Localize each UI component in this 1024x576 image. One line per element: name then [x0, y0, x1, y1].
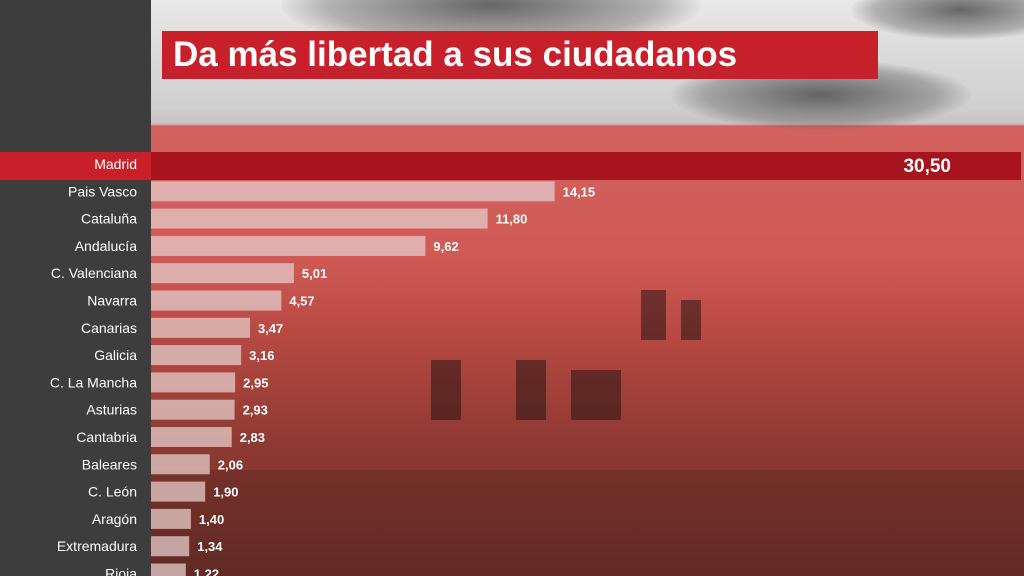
- value-label: 2,83: [240, 430, 265, 445]
- bar: [151, 563, 186, 576]
- value-label: 5,01: [302, 266, 327, 281]
- value-label: 11,80: [496, 212, 528, 227]
- category-label: C. Valenciana: [51, 265, 137, 281]
- category-label: Aragón: [92, 511, 137, 527]
- sidebar-panel: [0, 0, 151, 576]
- category-label: Pais Vasco: [68, 183, 137, 199]
- category-label: Extremadura: [57, 538, 137, 554]
- city-background-photo: [151, 0, 1024, 576]
- category-label: Galicia: [94, 347, 137, 363]
- bar: [151, 345, 242, 366]
- bar: [151, 208, 488, 229]
- value-label: 1,34: [197, 539, 223, 554]
- value-label: 2,06: [218, 457, 243, 472]
- bar: [151, 263, 294, 284]
- bar: [151, 427, 232, 447]
- bar: [151, 536, 190, 557]
- value-label: 4,57: [289, 294, 314, 309]
- category-label: Baleares: [82, 456, 137, 472]
- bar: [151, 317, 250, 338]
- value-label: 1,22: [194, 567, 219, 576]
- value-label: 1,40: [199, 512, 224, 527]
- value-label: 30,50: [903, 156, 951, 177]
- category-label: Canarias: [81, 320, 137, 336]
- value-label: 3,47: [258, 321, 283, 336]
- category-label: C. León: [88, 484, 137, 500]
- value-label: 2,95: [243, 375, 268, 390]
- chart-title: Da más libertad a sus ciudadanos: [173, 35, 738, 74]
- value-label: 1,90: [213, 485, 238, 500]
- category-label: Andalucía: [75, 238, 137, 254]
- category-label: Madrid: [94, 156, 137, 172]
- category-label: Cantabria: [76, 429, 137, 445]
- value-label: 3,16: [249, 348, 274, 363]
- category-label: Cataluña: [81, 211, 137, 227]
- bar: [151, 235, 426, 256]
- value-label: 2,93: [243, 403, 268, 418]
- value-label: 14,15: [563, 184, 596, 199]
- value-label: 9,62: [433, 239, 458, 254]
- title-banner: [162, 31, 878, 79]
- bar: [151, 290, 282, 311]
- bar: [151, 508, 191, 529]
- highlight-label-strip: [0, 152, 151, 180]
- bar: [151, 152, 1021, 180]
- category-label: C. La Mancha: [50, 374, 137, 390]
- bar: [151, 181, 555, 202]
- bar: [151, 481, 206, 502]
- bar: [151, 372, 236, 393]
- bar: [151, 454, 210, 475]
- category-label: Navarra: [87, 293, 137, 309]
- category-label: Asturias: [86, 402, 137, 418]
- bar: [151, 399, 235, 420]
- category-label: Rioja: [105, 566, 137, 576]
